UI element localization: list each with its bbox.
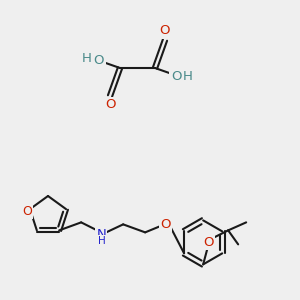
Text: O: O — [105, 98, 115, 112]
Text: H: H — [98, 236, 106, 246]
Text: O: O — [171, 70, 181, 83]
Text: O: O — [94, 53, 104, 67]
Text: O: O — [160, 25, 170, 38]
Text: O: O — [203, 236, 213, 249]
Text: O: O — [160, 218, 170, 231]
Text: H: H — [183, 70, 193, 83]
Text: N: N — [96, 228, 106, 241]
Text: O: O — [22, 205, 32, 218]
Text: H: H — [82, 52, 92, 65]
